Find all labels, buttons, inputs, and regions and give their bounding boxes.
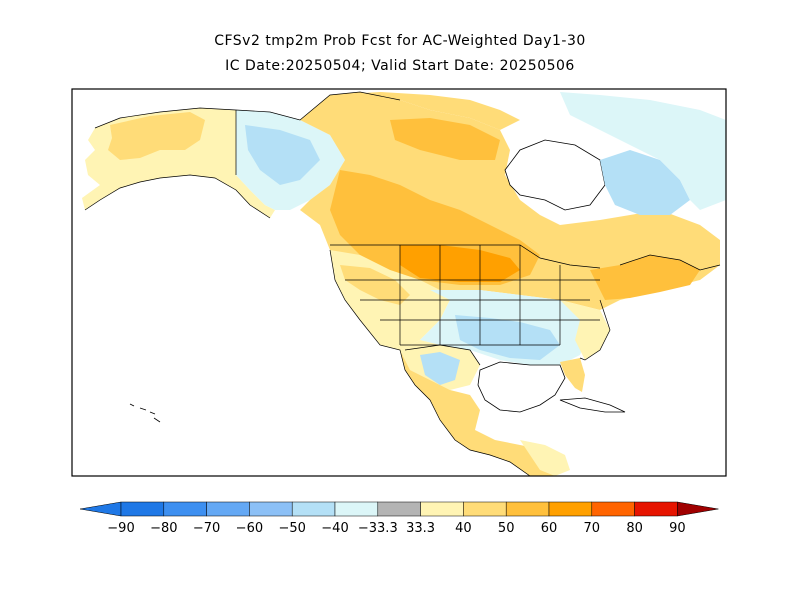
color-legend: −90 −80 −70 −60 −50 −40 −33.3 33.3 40 50 60 70 80 90 bbox=[79, 501, 719, 536]
region-plains-dark-orange bbox=[400, 245, 520, 282]
legend-label: −33.3 bbox=[358, 521, 398, 536]
region-florida bbox=[560, 358, 585, 392]
legend-box bbox=[206, 501, 250, 517]
region-alaska-core bbox=[108, 112, 205, 160]
probability-map bbox=[71, 88, 727, 477]
legend-labels: −90 −80 −70 −60 −50 −40 −33.3 33.3 40 50 60 70 80 90 bbox=[107, 521, 685, 536]
region-nw-canada-blue2 bbox=[245, 125, 320, 185]
legend-label: 50 bbox=[498, 521, 515, 536]
borders bbox=[84, 91, 721, 476]
legend-box bbox=[634, 501, 678, 517]
map-layer bbox=[82, 91, 726, 476]
hudson-bay bbox=[504, 139, 606, 211]
legend-label: 80 bbox=[626, 521, 643, 536]
legend-boxes bbox=[79, 501, 719, 517]
legend-label: 33.3 bbox=[406, 521, 435, 536]
legend-label: −90 bbox=[107, 521, 134, 536]
region-quebec-blue bbox=[600, 150, 690, 215]
region-east-coast-orange bbox=[560, 300, 610, 360]
legend-arrow-high bbox=[677, 501, 719, 517]
cuba bbox=[559, 397, 626, 413]
region-arctic-islands-orange bbox=[330, 92, 520, 130]
legend-label: −80 bbox=[150, 521, 177, 536]
legend-label: −40 bbox=[321, 521, 348, 536]
legend-box bbox=[420, 501, 464, 517]
legend-arrow-low bbox=[79, 501, 122, 517]
region-northeast-orange bbox=[590, 255, 700, 300]
legend-box bbox=[591, 501, 635, 517]
legend-box bbox=[463, 501, 507, 517]
legend-box bbox=[291, 501, 336, 517]
legend-label: −70 bbox=[193, 521, 220, 536]
legend-box bbox=[505, 501, 550, 517]
region-nw-us-orange bbox=[340, 265, 410, 305]
region-central-america-yellow bbox=[520, 440, 570, 476]
region-southcentral-us-blue bbox=[455, 315, 560, 360]
hawaii-islands bbox=[129, 403, 161, 423]
region-arctic-blue bbox=[560, 92, 726, 210]
legend-label: 40 bbox=[455, 521, 472, 536]
legend-label: −60 bbox=[236, 521, 263, 536]
legend-label: 90 bbox=[669, 521, 686, 536]
gulf-of-mexico bbox=[477, 361, 566, 413]
legend-label: 70 bbox=[584, 521, 601, 536]
legend-box bbox=[163, 501, 207, 517]
legend-box bbox=[548, 501, 593, 517]
legend-box bbox=[249, 501, 293, 517]
chart-title: CFSv2 tmp2m Prob Fcst for AC-Weighted Da… bbox=[214, 33, 586, 49]
legend-box bbox=[334, 501, 379, 517]
legend-box bbox=[377, 501, 421, 517]
region-hudson-orange bbox=[390, 118, 500, 160]
legend-label: 60 bbox=[541, 521, 558, 536]
legend-label: −50 bbox=[278, 521, 305, 536]
region-mexico-blue bbox=[420, 352, 460, 385]
map-frame bbox=[71, 88, 727, 477]
legend-box bbox=[120, 501, 165, 517]
chart-subtitle: IC Date:20250504; Valid Start Date: 2025… bbox=[225, 58, 575, 74]
